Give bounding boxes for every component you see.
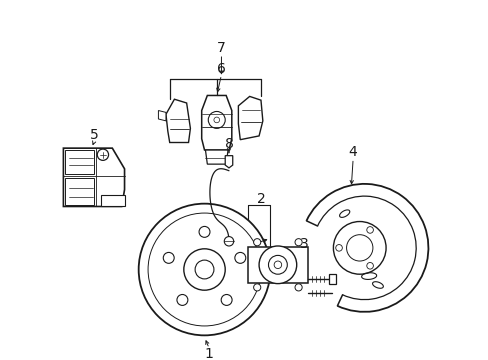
Polygon shape: [201, 95, 231, 150]
Circle shape: [199, 226, 209, 237]
Circle shape: [183, 249, 225, 290]
Circle shape: [366, 262, 373, 269]
Text: 6: 6: [217, 62, 225, 76]
Text: 2: 2: [256, 192, 265, 206]
Polygon shape: [247, 247, 307, 283]
Circle shape: [366, 227, 373, 233]
Circle shape: [224, 237, 233, 246]
Circle shape: [294, 284, 302, 291]
Polygon shape: [101, 195, 124, 207]
Circle shape: [294, 239, 302, 246]
Circle shape: [335, 244, 342, 251]
Polygon shape: [65, 178, 94, 204]
Circle shape: [268, 255, 287, 274]
Circle shape: [97, 149, 108, 160]
Circle shape: [195, 260, 213, 279]
Circle shape: [259, 246, 296, 284]
Circle shape: [208, 112, 225, 129]
Circle shape: [253, 239, 260, 246]
Circle shape: [139, 204, 270, 336]
Circle shape: [253, 284, 260, 291]
Polygon shape: [225, 156, 232, 168]
Polygon shape: [63, 148, 124, 207]
Circle shape: [333, 221, 386, 274]
Circle shape: [148, 213, 261, 326]
Text: 1: 1: [204, 347, 213, 360]
Polygon shape: [238, 96, 263, 140]
Text: 4: 4: [348, 145, 357, 159]
Text: 8: 8: [224, 138, 233, 152]
Text: 5: 5: [90, 128, 99, 142]
Text: 7: 7: [217, 41, 225, 55]
Polygon shape: [328, 274, 336, 284]
Polygon shape: [65, 150, 94, 175]
Text: 3: 3: [299, 237, 308, 251]
Circle shape: [163, 252, 174, 263]
Polygon shape: [165, 99, 190, 143]
Polygon shape: [158, 111, 165, 121]
Polygon shape: [205, 150, 227, 164]
Circle shape: [234, 252, 245, 263]
Circle shape: [221, 294, 232, 305]
Circle shape: [346, 235, 372, 261]
Circle shape: [274, 261, 281, 269]
Circle shape: [177, 294, 187, 305]
